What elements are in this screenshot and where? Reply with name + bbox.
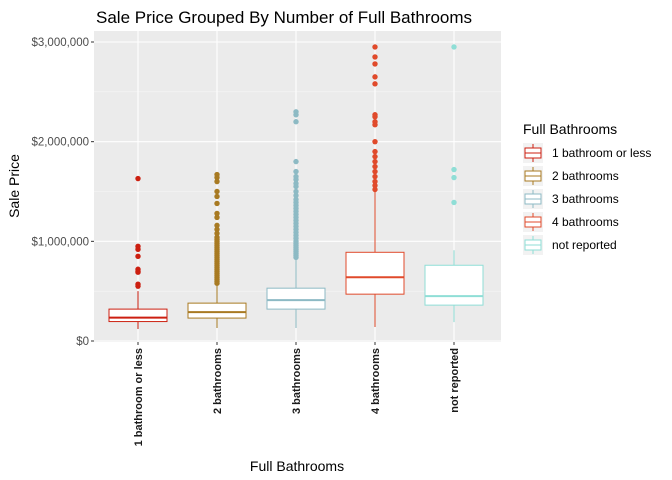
- box-group: [266, 109, 326, 329]
- boxes: [108, 44, 484, 330]
- outlier-point: [214, 214, 220, 221]
- outlier-point: [372, 173, 378, 180]
- outlier-point: [214, 200, 220, 207]
- outlier-point: [135, 253, 141, 259]
- y-tick-label: $2,000,000: [31, 137, 89, 149]
- x-axis: 1 bathroom or less 2 bathrooms 3 bathrooms…: [133, 342, 461, 446]
- outlier-point: [293, 112, 299, 118]
- outlier-point: [293, 168, 299, 175]
- outlier-point: [135, 246, 141, 253]
- outlier-point: [293, 176, 299, 183]
- outlier-point: [214, 222, 220, 229]
- outlier-point: [372, 61, 378, 67]
- legend: Full Bathrooms 1 bathroom or less 2 bathr…: [523, 121, 651, 255]
- outlier-point: [372, 178, 378, 185]
- legend-title: Full Bathrooms: [523, 121, 617, 137]
- legend-key: [523, 189, 543, 209]
- outlier-point: [451, 44, 457, 50]
- outlier-point: [214, 174, 220, 181]
- outlier-point: [372, 122, 378, 128]
- legend-key: [523, 166, 543, 186]
- legend-label: 3 bathrooms: [552, 192, 619, 206]
- x-tick-label: 4 bathrooms: [370, 348, 382, 414]
- y-tick-label: $1,000,000: [31, 236, 89, 248]
- outlier-point: [214, 188, 220, 195]
- outlier-point: [293, 188, 299, 195]
- outlier-point: [372, 182, 378, 189]
- legend-key: [523, 235, 543, 255]
- outlier-point: [135, 269, 141, 275]
- outlier-point: [135, 283, 141, 289]
- outlier-point: [293, 119, 299, 125]
- outlier-point: [293, 192, 299, 199]
- box-group: [108, 175, 168, 330]
- legend-label: 2 bathrooms: [552, 169, 619, 183]
- outlier-point: [372, 148, 378, 155]
- box: [187, 302, 247, 319]
- y-tick-label: $0: [76, 336, 89, 348]
- legend-label: not reported: [552, 238, 617, 252]
- outlier-point: [214, 178, 220, 185]
- outlier-point: [293, 183, 299, 190]
- box: [108, 308, 168, 323]
- outlier-point: [214, 280, 220, 286]
- x-axis-label: Full Bathrooms: [250, 458, 344, 474]
- outlier-point: [372, 114, 378, 120]
- outlier-point: [372, 186, 378, 193]
- y-axis: $0 $1,000,000 $2,000,000 $3,000,000: [31, 37, 94, 348]
- legend-label: 1 bathroom or less: [552, 146, 651, 160]
- box-group: [345, 44, 405, 328]
- outlier-point: [135, 175, 141, 182]
- box: [424, 264, 484, 306]
- outlier-point: [372, 54, 378, 60]
- x-tick-label: 2 bathrooms: [212, 348, 224, 414]
- x-tick-label: 1 bathroom or less: [133, 348, 145, 446]
- outlier-point: [372, 74, 378, 80]
- legend-key: [523, 212, 543, 232]
- outlier-point: [293, 254, 299, 260]
- outlier-point: [214, 230, 220, 237]
- box-group: [187, 171, 247, 329]
- outlier-point: [451, 199, 457, 206]
- x-tick-label: not reported: [449, 348, 461, 413]
- legend-label: 4 bathrooms: [552, 215, 619, 229]
- outlier-point: [372, 44, 378, 50]
- box-group: [424, 44, 484, 323]
- outlier-point: [214, 226, 220, 233]
- outlier-point: [451, 166, 457, 173]
- x-tick-label: 3 bathrooms: [291, 348, 303, 414]
- outlier-point: [372, 158, 378, 165]
- box: [345, 251, 405, 295]
- box: [266, 287, 326, 310]
- outlier-point: [372, 163, 378, 170]
- outlier-point: [372, 153, 378, 160]
- outlier-point: [214, 193, 220, 200]
- outlier-point: [293, 158, 299, 165]
- legend-key: [523, 143, 543, 163]
- outlier-point: [372, 138, 378, 145]
- outlier-point: [372, 168, 378, 175]
- y-axis-label: Sale Price: [6, 154, 22, 218]
- y-tick-label: $3,000,000: [31, 37, 89, 49]
- outlier-point: [214, 210, 220, 217]
- outlier-point: [451, 174, 457, 181]
- outlier-point: [372, 81, 378, 87]
- chart-title: Sale Price Grouped By Number of Full Bat…: [96, 8, 472, 27]
